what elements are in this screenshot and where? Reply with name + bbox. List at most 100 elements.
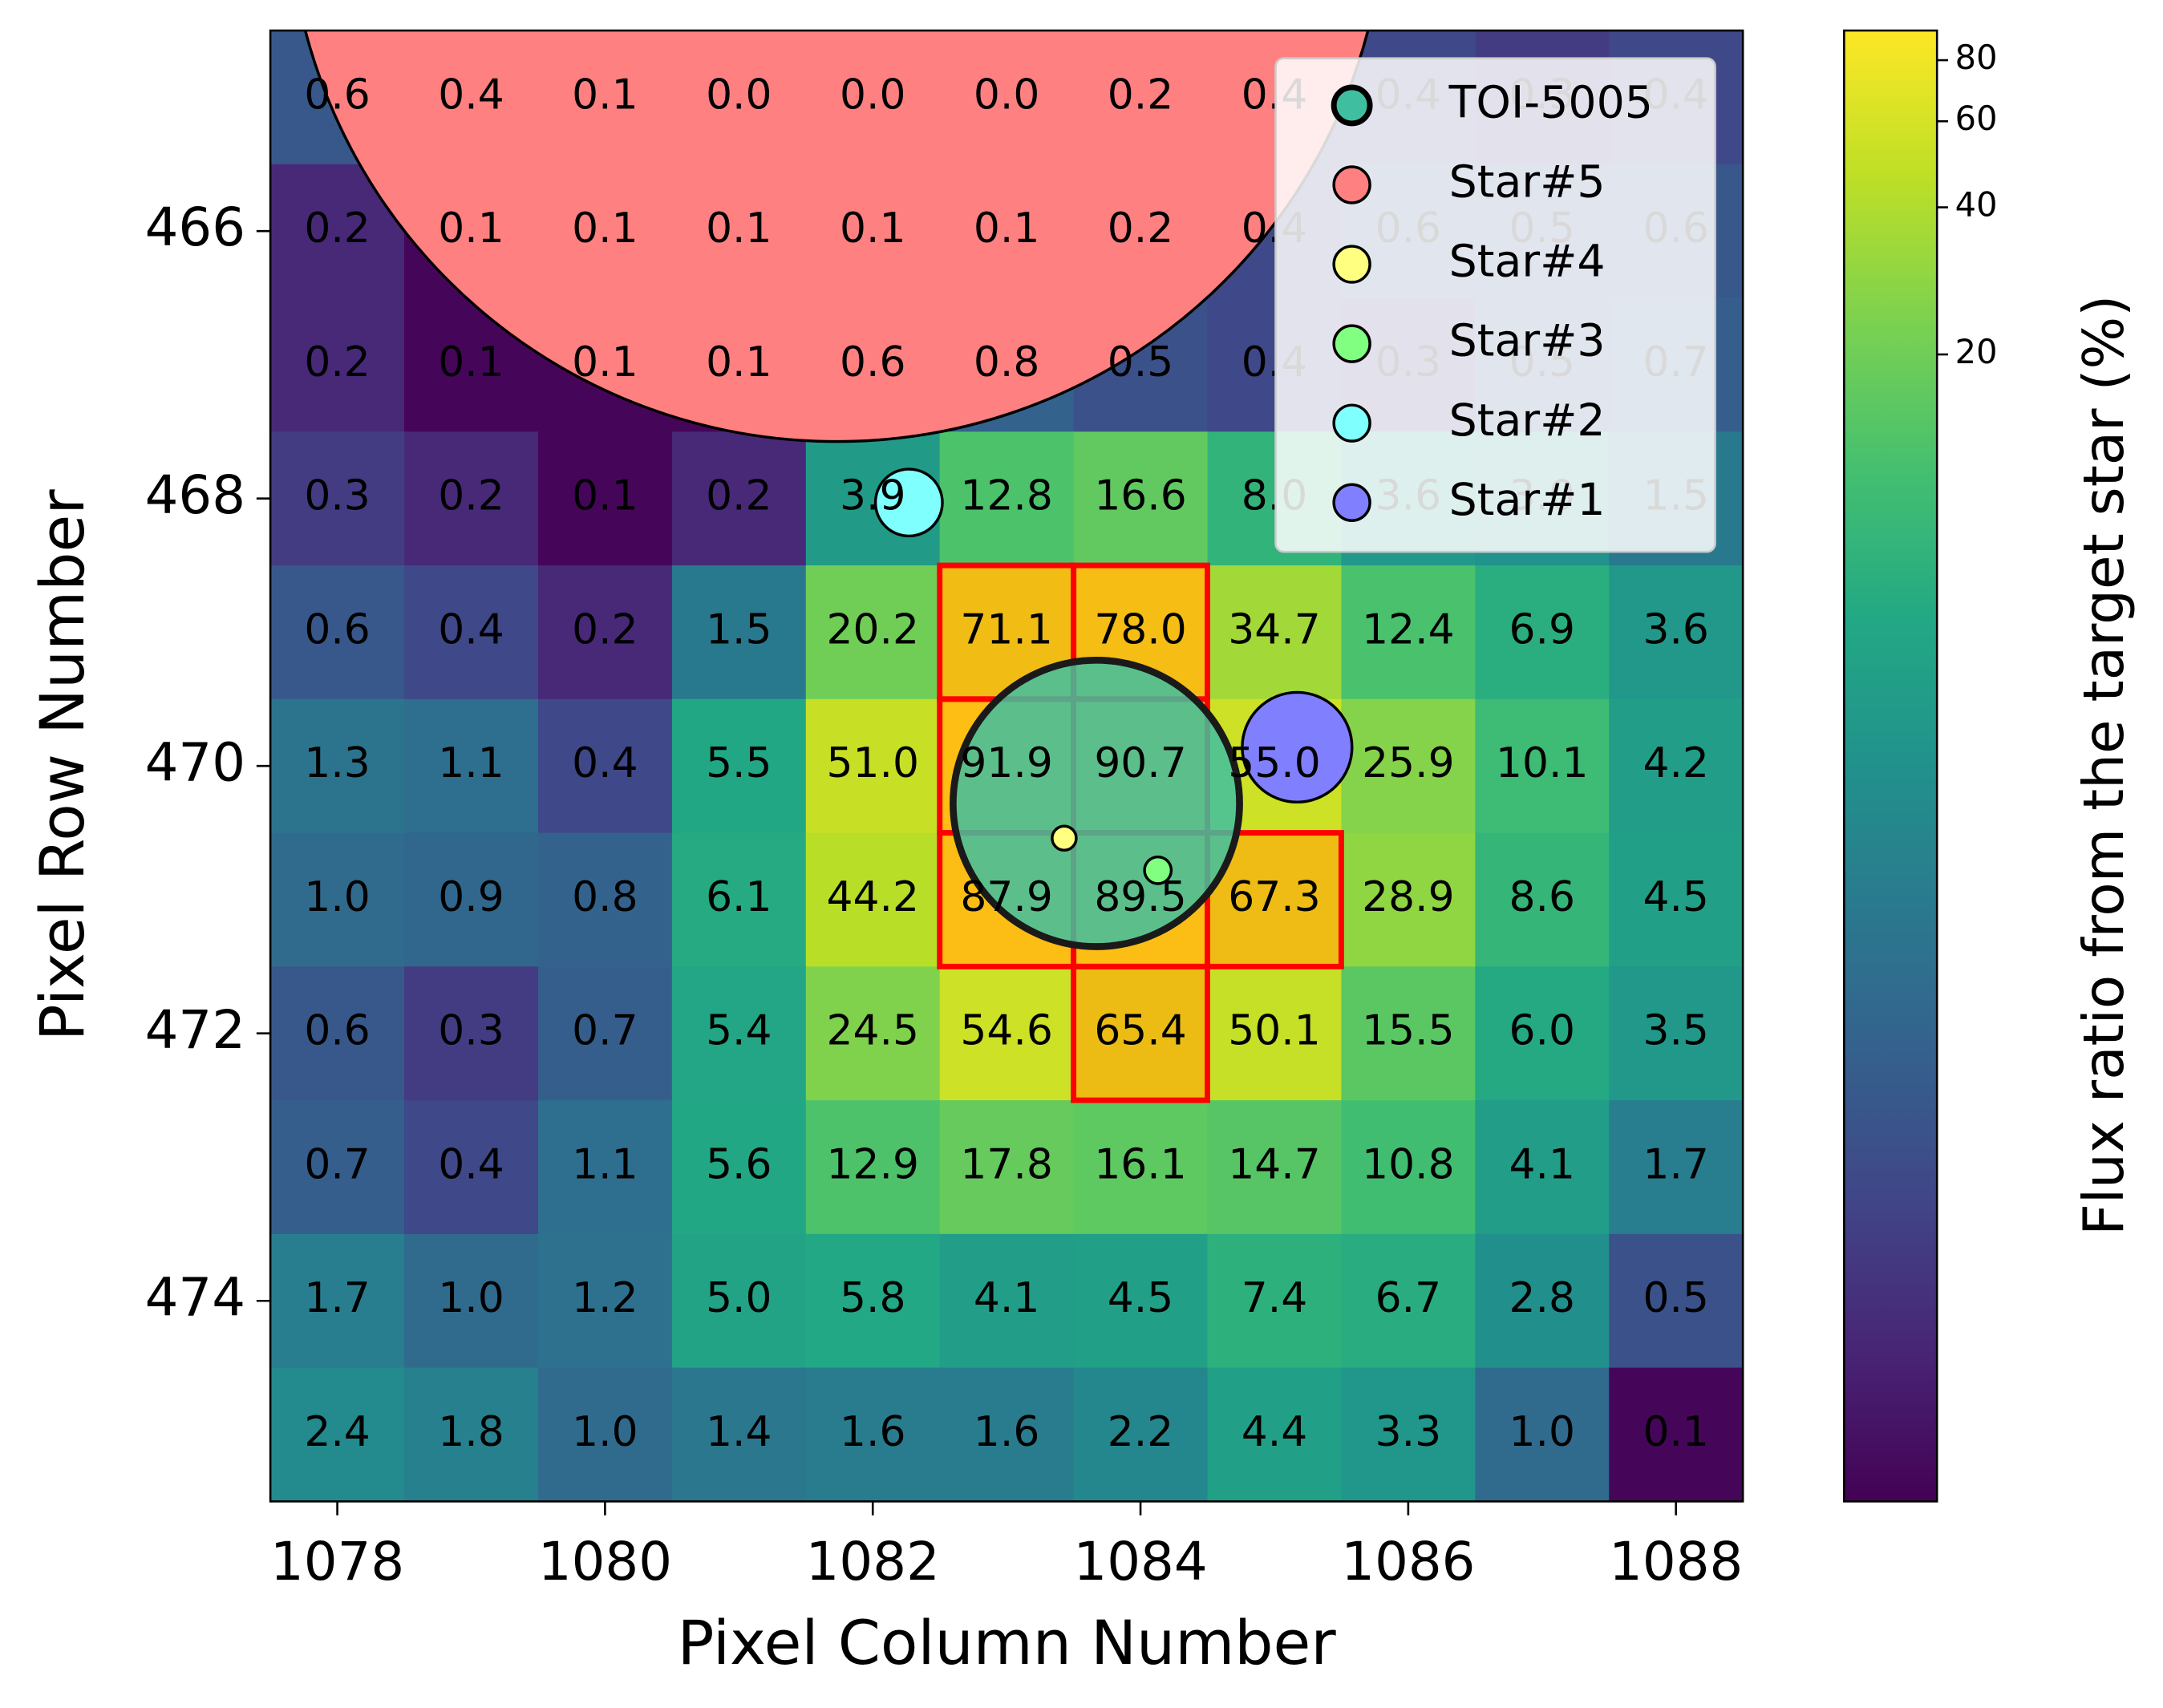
heatmap-cell (404, 966, 539, 1101)
cell-value-label: 0.1 (572, 338, 638, 387)
cell-value-label: 2.2 (1108, 1408, 1173, 1456)
legend: TOI-5005 Star#5 Star#4 Star#3 Star#2 Star#1 (1274, 57, 1716, 553)
cell-value-label: 4.5 (1108, 1274, 1173, 1322)
cell-value-label: 0.2 (304, 338, 370, 387)
cell-value-label: 4.5 (1643, 873, 1708, 921)
cell-value-label: 5.6 (706, 1140, 772, 1188)
x-tick-label: 1086 (1341, 1532, 1475, 1593)
cell-value-label: 1.0 (304, 873, 370, 921)
x-tick-label: 1088 (1609, 1532, 1743, 1593)
legend-marker (1332, 483, 1371, 522)
cell-value-label: 14.7 (1228, 1140, 1320, 1188)
cell-value-label: 5.8 (840, 1274, 905, 1322)
cell-value-label: 0.1 (840, 204, 905, 253)
cell-value-label: 1.5 (706, 605, 772, 654)
heatmap-cell (805, 1100, 941, 1235)
cell-value-label: 34.7 (1228, 605, 1320, 654)
cell-value-label: 89.5 (1094, 873, 1186, 921)
cell-value-label: 3.3 (1375, 1408, 1441, 1456)
cell-value-label: 20.2 (826, 605, 918, 654)
cell-value-label: 6.1 (706, 873, 772, 921)
cell-value-label: 1.7 (304, 1274, 370, 1322)
cell-value-label: 2.4 (304, 1408, 370, 1456)
heatmap-cell (805, 565, 941, 700)
legend-label: Star#5 (1449, 157, 1606, 208)
cell-value-label: 0.1 (706, 338, 772, 387)
axes: 1078 1080 1082 1084 1086 1088 466 468 470 472 474 (145, 197, 1744, 1593)
heatmap-cell (404, 1367, 539, 1502)
cell-value-label: 0.6 (304, 71, 370, 119)
heatmap-cell (270, 431, 405, 566)
heatmap-cell (1073, 1100, 1209, 1235)
cell-value-label: 0.9 (438, 873, 504, 921)
heatmap-cell (1609, 832, 1744, 968)
cell-value-label: 12.4 (1362, 605, 1454, 654)
star-marker (1241, 690, 1354, 804)
legend-marker (1332, 403, 1371, 443)
cell-value-label: 3.6 (1643, 605, 1708, 654)
heatmap-cell (1207, 1100, 1343, 1235)
heatmap-cell (1475, 966, 1610, 1101)
cell-value-label: 0.1 (1643, 1408, 1708, 1456)
aperture-pixel (1071, 963, 1210, 1103)
cell-value-label: 0.1 (572, 472, 638, 520)
cell-value-label: 0.0 (840, 71, 905, 119)
heatmap-cell (404, 698, 539, 834)
heatmap-cell (537, 1233, 673, 1369)
cell-value-label: 0.1 (438, 204, 504, 253)
cell-value-label: 0.1 (572, 204, 638, 253)
legend-marker (1332, 165, 1371, 204)
cell-value-label: 0.2 (1108, 71, 1173, 119)
heatmap-cell (939, 431, 1075, 566)
cell-value-label: 5.5 (706, 739, 772, 787)
cell-value-label: 4.2 (1643, 739, 1708, 787)
legend-label: Star#4 (1449, 237, 1606, 288)
cell-value-label: 0.8 (572, 873, 638, 921)
heatmap-cell (537, 832, 673, 968)
cell-value-label: 6.9 (1509, 605, 1575, 654)
legend-label: TOI-5005 (1448, 78, 1653, 129)
colorbar-axis: 20 40 60 80 (1937, 38, 1997, 371)
heatmap-cell (805, 1367, 941, 1502)
cell-value-label: 0.1 (706, 204, 772, 253)
heatmap-cell (805, 698, 941, 834)
cell-value-label: 0.7 (304, 1140, 370, 1188)
heatmap-cell (1475, 1233, 1610, 1369)
cell-value-label: 67.3 (1228, 873, 1320, 921)
cell-value-label: 0.0 (974, 71, 1039, 119)
heatmap-cell (805, 966, 941, 1101)
cell-value-label: 0.5 (1108, 338, 1173, 387)
cell-value-label: 12.8 (960, 472, 1052, 520)
cell-value-label: 17.8 (960, 1140, 1052, 1188)
cell-value-label: 78.0 (1094, 605, 1186, 654)
cell-value-label: 24.5 (826, 1007, 918, 1055)
cell-value-label: 0.0 (706, 71, 772, 119)
heatmap-cell (404, 1100, 539, 1235)
cell-value-label: 0.4 (572, 739, 638, 787)
cell-value-label: 1.1 (438, 739, 504, 787)
y-tick-label: 472 (145, 1000, 245, 1061)
heatmap-cell (939, 966, 1075, 1101)
heatmap-cell (1609, 698, 1744, 834)
cell-value-label: 1.6 (840, 1408, 905, 1456)
cell-value-label: 1.0 (438, 1274, 504, 1322)
heatmap-cell (1475, 698, 1610, 834)
heatmap-cell (1341, 966, 1476, 1101)
cell-value-label: 0.6 (304, 1007, 370, 1055)
heatmap-cell (270, 297, 405, 433)
cell-value-label: 0.2 (304, 204, 370, 253)
cell-value-label: 1.2 (572, 1274, 638, 1322)
y-tick-label: 470 (145, 732, 245, 793)
heatmap-cell (805, 1233, 941, 1369)
heatmap-cell (1475, 832, 1610, 968)
heatmap-cell (1073, 1233, 1209, 1369)
heatmap-cell (1073, 1367, 1209, 1502)
cell-value-label: 3.9 (840, 472, 905, 520)
y-tick-label: 474 (145, 1267, 245, 1328)
cell-value-label: 16.1 (1094, 1140, 1186, 1188)
heatmap-cell (537, 565, 673, 700)
heatmap-cell (1609, 1233, 1744, 1369)
cell-value-label: 0.4 (438, 605, 504, 654)
cell-value-label: 0.1 (572, 71, 638, 119)
